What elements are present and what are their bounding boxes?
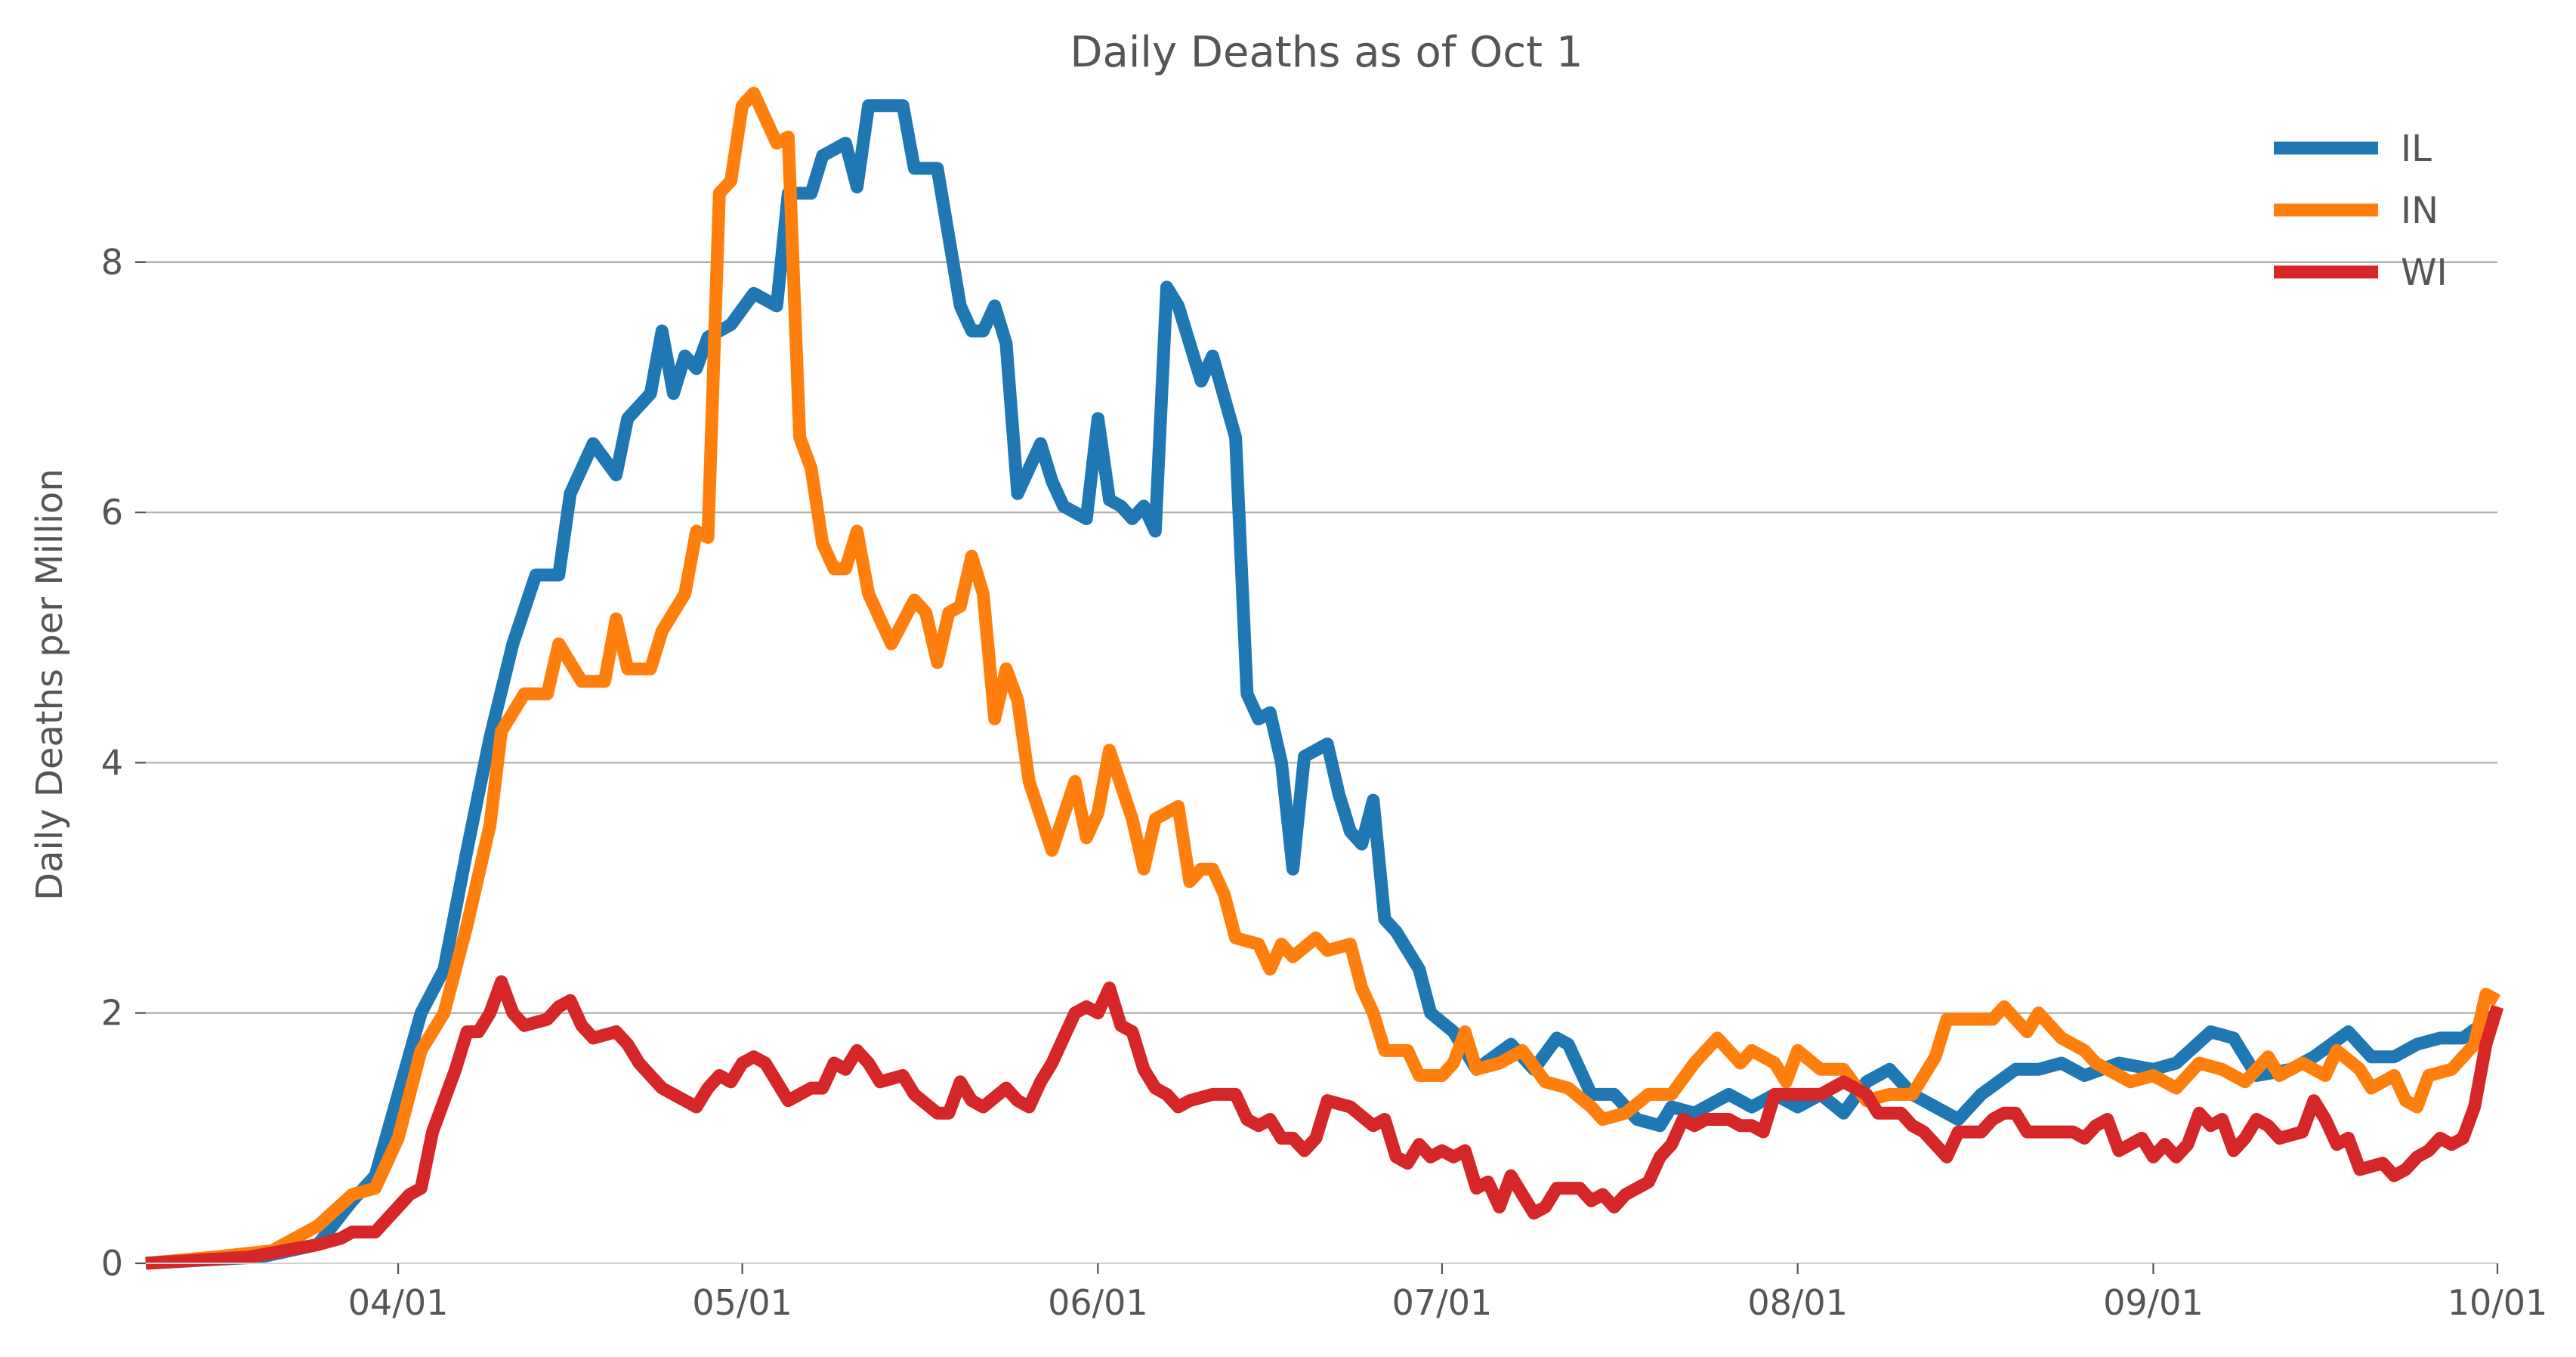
- series-line-wi: [145, 975, 2504, 1270]
- y-tick-label: 6: [101, 492, 123, 533]
- y-tick-label: 0: [101, 1243, 123, 1284]
- series-lines: [145, 86, 2504, 1270]
- series-line-in: [145, 86, 2501, 1270]
- x-tick-label: 04/01: [348, 1282, 449, 1323]
- x-tick-label: 08/01: [1747, 1282, 1848, 1323]
- legend-label-wi: WI: [2401, 252, 2448, 294]
- gridlines: [146, 261, 2497, 1014]
- axes: 0 2 4 6 8 04/01 05/01 06/01 07/01 08/01 09/01 10/01: [101, 242, 2548, 1323]
- y-tick-label: 2: [101, 993, 123, 1034]
- series-line-il: [145, 99, 2502, 1270]
- chart-title: Daily Deaths as of Oct 1: [1070, 28, 1583, 77]
- x-tick-label: 10/01: [2448, 1282, 2548, 1323]
- legend-label-il: IL: [2401, 128, 2432, 170]
- y-tick-label: 8: [101, 242, 123, 283]
- legend-label-in: IN: [2401, 190, 2439, 232]
- y-axis-label: Daily Deaths per Million: [29, 468, 71, 901]
- y-tick-label: 4: [101, 742, 123, 783]
- x-tick-label: 06/01: [1048, 1282, 1148, 1323]
- x-tick-label: 05/01: [692, 1282, 792, 1323]
- x-tick-label: 07/01: [1392, 1282, 1493, 1323]
- legend: IL IN WI: [2274, 128, 2448, 294]
- x-tick-label: 09/01: [2103, 1282, 2204, 1323]
